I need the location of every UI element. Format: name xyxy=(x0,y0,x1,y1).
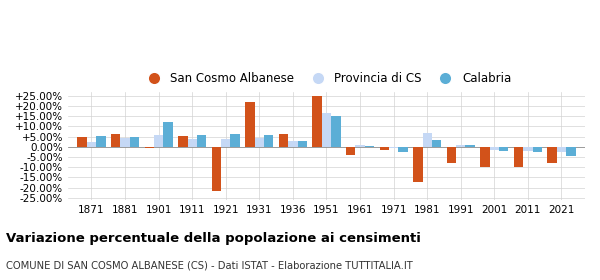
Bar xyxy=(87,142,96,147)
Bar xyxy=(130,137,139,147)
Bar xyxy=(111,134,121,147)
Bar xyxy=(331,116,341,147)
Bar xyxy=(77,137,87,147)
Bar xyxy=(547,147,557,163)
Bar xyxy=(480,147,490,167)
Bar xyxy=(365,146,374,147)
Bar xyxy=(197,135,206,147)
Bar xyxy=(566,147,575,156)
Bar xyxy=(446,147,456,163)
Bar xyxy=(221,139,230,147)
Bar xyxy=(346,147,355,155)
Bar xyxy=(212,147,221,191)
Bar xyxy=(432,140,442,147)
Bar xyxy=(499,147,508,151)
Bar xyxy=(514,147,523,167)
Bar xyxy=(557,147,566,152)
Bar xyxy=(145,147,154,148)
Bar xyxy=(245,102,254,147)
Bar xyxy=(380,147,389,150)
Bar xyxy=(322,113,331,147)
Text: Variazione percentuale della popolazione ai censimenti: Variazione percentuale della popolazione… xyxy=(6,232,421,245)
Bar xyxy=(163,122,173,147)
Bar xyxy=(279,134,288,147)
Bar xyxy=(466,145,475,147)
Legend: San Cosmo Albanese, Provincia di CS, Calabria: San Cosmo Albanese, Provincia di CS, Cal… xyxy=(137,67,516,90)
Bar xyxy=(188,139,197,147)
Bar xyxy=(523,147,533,151)
Bar xyxy=(456,145,466,147)
Bar xyxy=(398,147,408,152)
Bar xyxy=(230,134,240,147)
Bar xyxy=(533,147,542,152)
Bar xyxy=(389,147,398,148)
Bar xyxy=(264,135,274,147)
Bar xyxy=(154,135,163,147)
Bar xyxy=(413,147,422,183)
Bar xyxy=(288,141,298,147)
Bar xyxy=(355,145,365,147)
Bar xyxy=(422,132,432,147)
Bar xyxy=(254,138,264,147)
Bar xyxy=(121,138,130,147)
Bar xyxy=(490,147,499,150)
Bar xyxy=(178,136,188,147)
Bar xyxy=(96,136,106,147)
Bar xyxy=(298,141,307,147)
Text: COMUNE DI SAN COSMO ALBANESE (CS) - Dati ISTAT - Elaborazione TUTTITALIA.IT: COMUNE DI SAN COSMO ALBANESE (CS) - Dati… xyxy=(6,260,413,270)
Bar xyxy=(313,96,322,147)
